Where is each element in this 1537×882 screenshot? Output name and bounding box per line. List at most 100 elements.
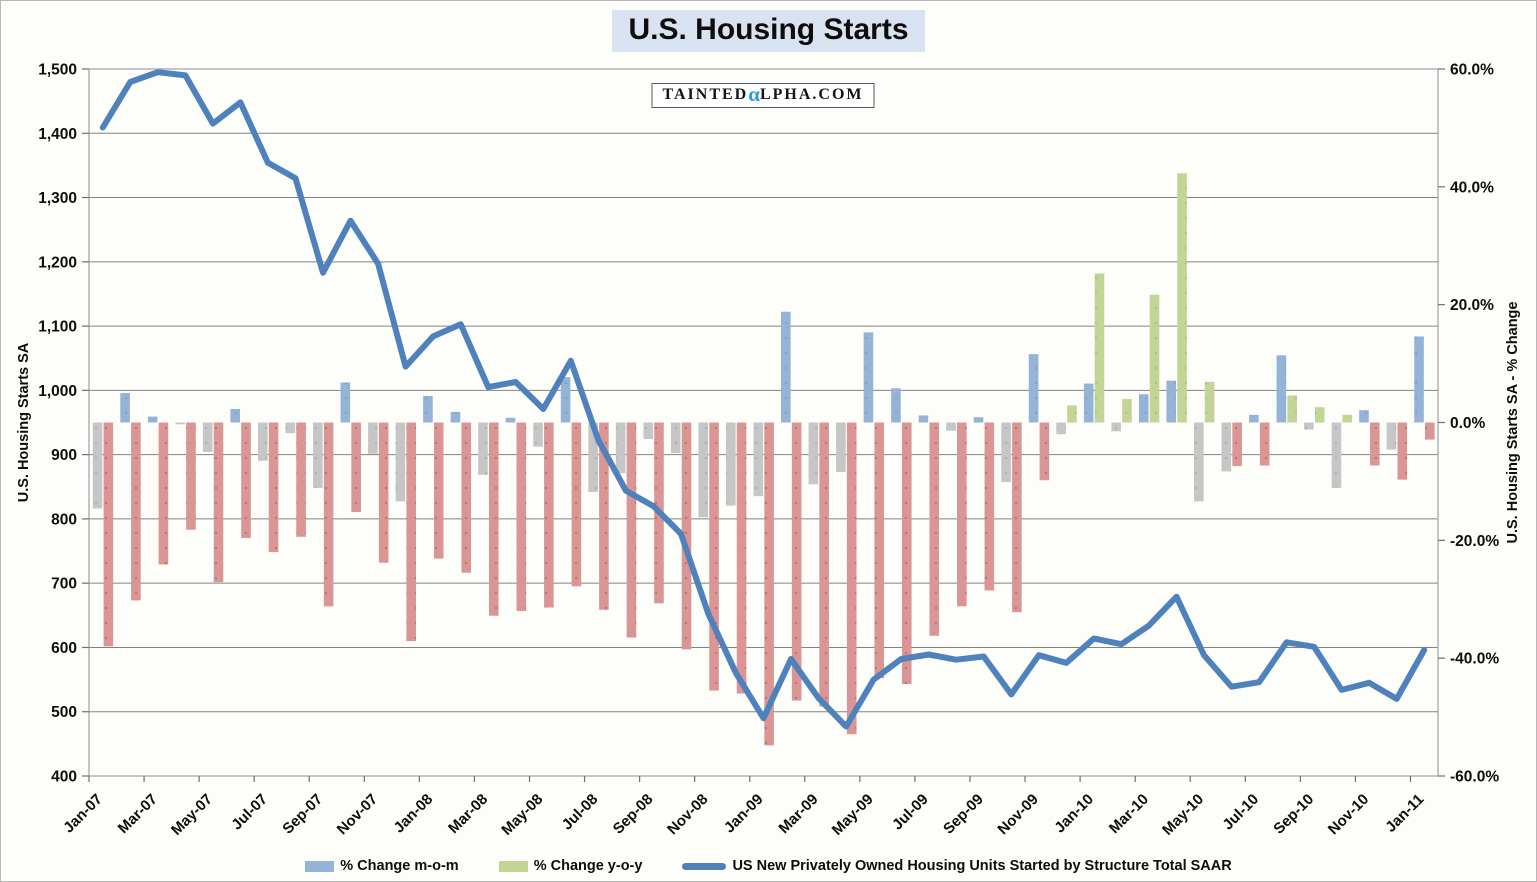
site-logo: TAINTEDαLPHA.COM bbox=[651, 82, 875, 108]
bar-mom-Nov-10 bbox=[1359, 410, 1369, 423]
bar-yoy-Jun-07 bbox=[241, 422, 251, 538]
bar-mom-Feb-08 bbox=[450, 411, 461, 423]
bar-yoy-Feb-07 bbox=[131, 422, 141, 601]
xlabel-Jul-10: Jul-10 bbox=[1219, 791, 1262, 834]
chart-title: U.S. Housing Starts bbox=[612, 10, 925, 52]
ylabel-right--40: -40.0% bbox=[1450, 651, 1499, 668]
ylabel-left-700: 700 bbox=[51, 576, 77, 593]
xlabel-Jan-11: Jan-11 bbox=[1382, 791, 1427, 836]
ylabel-left-1500: 1,500 bbox=[38, 62, 77, 79]
bar-mom-Feb-10 bbox=[1111, 422, 1121, 432]
bar-yoy-Apr-09 bbox=[846, 422, 857, 735]
bar-yoy-Mar-10 bbox=[1149, 294, 1160, 423]
xlabel-Jan-09: Jan-09 bbox=[721, 791, 767, 837]
bar-yoy-Nov-10 bbox=[1369, 422, 1380, 466]
legend-item-mom: % Change m-o-m bbox=[305, 858, 459, 874]
yoy-bar-swatch-icon bbox=[498, 860, 528, 872]
bar-mom-Apr-08 bbox=[505, 417, 516, 423]
bar-mom-Aug-10 bbox=[1276, 355, 1287, 423]
ylabel-left-600: 600 bbox=[51, 640, 77, 657]
bar-yoy-Mar-08 bbox=[488, 422, 499, 616]
logo-text-prefix: TAINTED bbox=[662, 86, 749, 103]
bar-yoy-Aug-09 bbox=[957, 422, 967, 607]
xlabel-Nov-09: Nov-09 bbox=[994, 791, 1041, 838]
bar-yoy-Jan-09 bbox=[764, 422, 774, 746]
bar-yoy-Mar-07 bbox=[158, 422, 169, 565]
saar-line-swatch-icon bbox=[682, 862, 727, 870]
bar-yoy-Jul-07 bbox=[268, 422, 279, 553]
bar-yoy-Oct-07 bbox=[351, 422, 361, 513]
bar-mom-Jan-08 bbox=[423, 395, 433, 423]
axes bbox=[82, 68, 1445, 782]
bar-mom-Dec-10 bbox=[1386, 422, 1397, 450]
axis-title-left: U.S. Housing Starts SA bbox=[16, 342, 32, 502]
bar-yoy-Jan-07 bbox=[103, 422, 114, 647]
bar-yoy-Jun-08 bbox=[571, 422, 582, 587]
bar-mom-Oct-10 bbox=[1331, 422, 1342, 488]
ylabel-left-800: 800 bbox=[51, 511, 77, 528]
bar-mom-Aug-07 bbox=[285, 422, 296, 434]
bar-mom-Sep-09 bbox=[973, 417, 984, 423]
bar-yoy-Aug-07 bbox=[296, 422, 306, 537]
bars bbox=[92, 173, 1435, 746]
bar-mom-Jan-10 bbox=[1083, 383, 1094, 423]
axis-title-right: U.S. Housing Starts SA - % Change bbox=[1505, 302, 1521, 544]
bar-yoy-Apr-07 bbox=[186, 422, 196, 530]
bar-mom-Apr-07 bbox=[175, 422, 185, 425]
chart-legend: % Change m-o-m % Change y-o-y US New Pri… bbox=[1, 858, 1536, 874]
bar-mom-Oct-09 bbox=[1001, 422, 1011, 483]
bar-mom-Jan-11 bbox=[1414, 336, 1424, 423]
bar-yoy-Jan-10 bbox=[1094, 273, 1105, 423]
bar-yoy-Dec-10 bbox=[1397, 422, 1408, 480]
ylabel-right-0: 0.0% bbox=[1450, 415, 1486, 432]
bar-yoy-Oct-09 bbox=[1012, 422, 1022, 613]
xlabel-Jul-09: Jul-09 bbox=[889, 791, 932, 834]
chart-title-wrap: U.S. Housing Starts bbox=[1, 10, 1536, 52]
bar-yoy-Mar-09 bbox=[819, 422, 829, 707]
bar-yoy-Jan-11 bbox=[1425, 422, 1435, 440]
ylabel-left-1200: 1,200 bbox=[38, 254, 77, 271]
bar-mom-Mar-07 bbox=[147, 416, 158, 423]
bar-yoy-Apr-10 bbox=[1177, 173, 1187, 423]
bar-yoy-May-07 bbox=[213, 422, 224, 583]
mom-bar-swatch-icon bbox=[305, 860, 335, 872]
bar-yoy-Nov-09 bbox=[1039, 422, 1050, 481]
bar-mom-Jan-07 bbox=[92, 422, 103, 509]
legend-item-yoy: % Change y-o-y bbox=[498, 858, 642, 874]
bar-mom-Jun-08 bbox=[560, 377, 571, 423]
bar-mom-Jan-09 bbox=[753, 422, 764, 497]
xlabel-May-08: May-08 bbox=[498, 791, 546, 839]
bar-yoy-Dec-07 bbox=[406, 422, 417, 642]
bar-mom-Sep-07 bbox=[313, 422, 323, 488]
xlabel-Jan-10: Jan-10 bbox=[1051, 791, 1097, 837]
xlabel-Jan-08: Jan-08 bbox=[391, 791, 437, 837]
bar-mom-Mar-08 bbox=[478, 422, 488, 475]
bar-yoy-Aug-10 bbox=[1287, 395, 1297, 423]
bar-mom-Jul-07 bbox=[257, 422, 268, 461]
bar-yoy-Feb-10 bbox=[1122, 398, 1132, 423]
bar-mom-Dec-07 bbox=[395, 422, 406, 502]
xlabel-Nov-08: Nov-08 bbox=[664, 791, 711, 838]
bar-yoy-May-08 bbox=[544, 422, 554, 608]
xlabel-Nov-10: Nov-10 bbox=[1325, 791, 1372, 838]
bar-yoy-Sep-07 bbox=[323, 422, 334, 607]
ylabel-right-60: 60.0% bbox=[1450, 62, 1494, 79]
bar-mom-Apr-09 bbox=[836, 422, 846, 472]
bar-mom-Jun-10 bbox=[1221, 422, 1232, 472]
xlabel-Sep-10: Sep-10 bbox=[1270, 791, 1317, 838]
xlabel-Mar-10: Mar-10 bbox=[1106, 791, 1152, 837]
xlabel-Mar-07: Mar-07 bbox=[115, 791, 161, 837]
bar-mom-May-09 bbox=[863, 332, 874, 423]
xlabel-Nov-07: Nov-07 bbox=[334, 791, 381, 838]
bar-mom-Nov-09 bbox=[1028, 354, 1039, 423]
bar-mom-Apr-10 bbox=[1166, 380, 1177, 423]
bar-yoy-Nov-07 bbox=[378, 422, 389, 563]
bar-mom-Feb-09 bbox=[781, 311, 791, 423]
bar-mom-Dec-09 bbox=[1056, 422, 1066, 435]
xlabel-May-09: May-09 bbox=[829, 791, 877, 839]
ylabel-right-20: 20.0% bbox=[1450, 297, 1494, 314]
bar-yoy-Dec-08 bbox=[736, 422, 747, 694]
bar-mom-Dec-08 bbox=[725, 422, 736, 506]
logo-alpha-glyph: α bbox=[748, 82, 760, 106]
